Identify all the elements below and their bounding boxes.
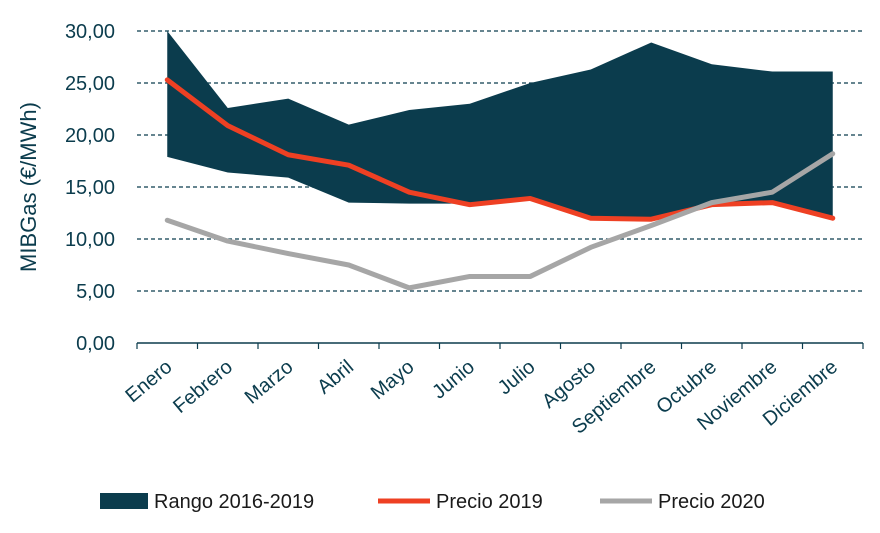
x-tick-label: Mayo (367, 356, 419, 404)
legend-label: Rango 2016-2019 (154, 491, 314, 513)
y-tick-label: 15,00 (65, 177, 115, 199)
legend: Rango 2016-2019 Precio 2019 Precio 2020 (100, 491, 765, 513)
y-tick-label: 0,00 (76, 333, 115, 355)
x-tick-label: Enero (121, 356, 176, 407)
series-line-precio-2019 (164, 77, 836, 222)
x-tick-label: Febrero (169, 356, 237, 418)
legend-label: Precio 2020 (658, 491, 765, 513)
range-area-layer (167, 31, 833, 219)
y-tick-label: 5,00 (76, 281, 115, 303)
price-lines-layer (164, 77, 836, 291)
legend-swatch (100, 493, 148, 509)
legend-label: Precio 2019 (436, 491, 543, 513)
x-tick-label: Abril (313, 356, 358, 399)
y-tick-label: 20,00 (65, 125, 115, 147)
y-tick-label: 25,00 (65, 73, 115, 95)
range-area (167, 31, 833, 219)
x-tick-label: Julio (494, 356, 540, 399)
y-axis-title: MIBGas (€/MWh) (16, 102, 41, 272)
y-axis-ticks: 0,00 5,00 10,00 15,00 20,00 25,00 30,00 (65, 21, 115, 355)
x-tick-label: Junio (428, 356, 479, 404)
x-tick-label: Marzo (241, 356, 298, 409)
series-line-precio-2020 (164, 151, 836, 291)
y-tick-label: 30,00 (65, 21, 115, 43)
y-tick-label: 10,00 (65, 229, 115, 251)
